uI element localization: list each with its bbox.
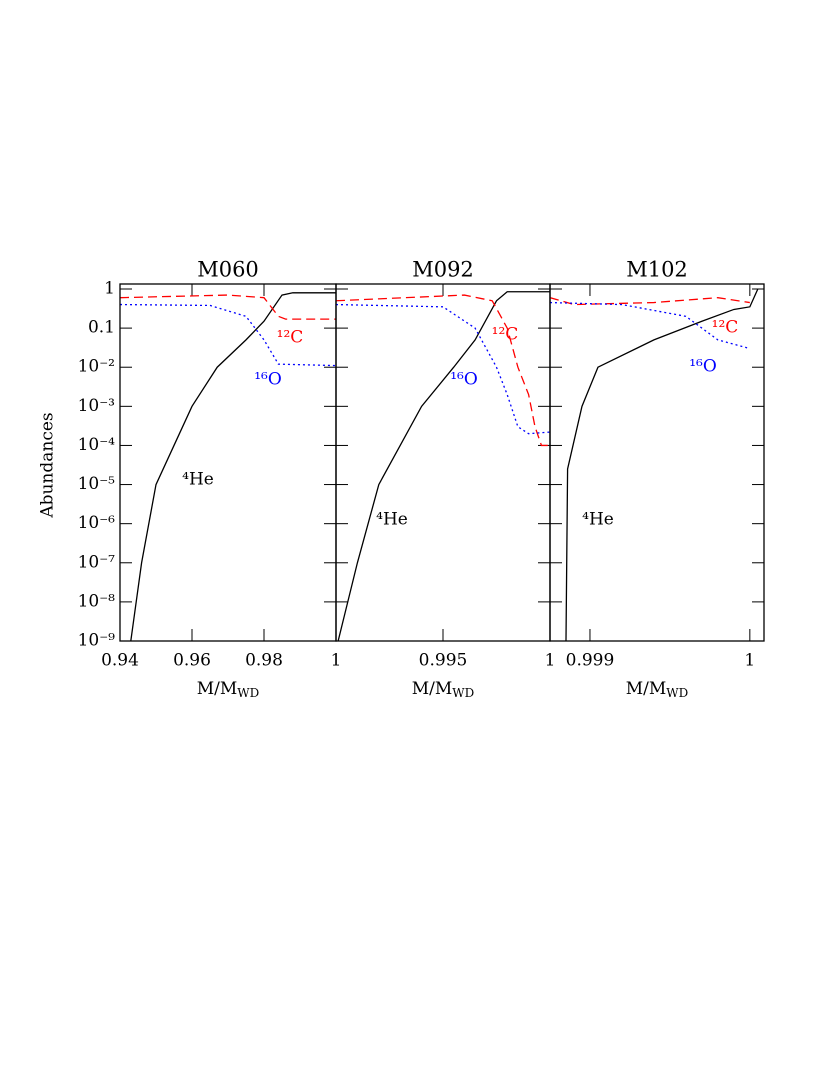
y-tick-label: 10⁻⁹ [78, 631, 116, 651]
series-line [120, 294, 336, 320]
y-tick-label: 10⁻⁷ [78, 552, 116, 572]
x-label-main: M/M [412, 679, 453, 699]
series-line [550, 301, 751, 350]
series-line [120, 303, 336, 367]
series-label: ⁴He [582, 510, 614, 530]
y-tick-label: 10⁻⁵ [78, 474, 116, 494]
y-axis-label: Abundances [38, 412, 58, 518]
y-tick-label: 10⁻² [78, 357, 115, 377]
x-tick-label: 0.96 [173, 651, 211, 671]
y-tick-label: 0.1 [88, 318, 115, 338]
series-label: ⁴He [182, 470, 214, 490]
series-label: ¹⁶O [450, 370, 478, 390]
x-axis-label: M/MWD [412, 679, 475, 700]
y-tick-label: 10⁻⁴ [78, 435, 116, 455]
x-label-main: M/M [626, 679, 667, 699]
x-tick-label: 0.98 [245, 651, 283, 671]
x-tick-label: 1 [545, 651, 556, 671]
panel-title: M102 [626, 258, 688, 282]
plot-frame [119, 283, 337, 642]
series-label: ¹²C [277, 328, 304, 348]
y-tick-label: 10⁻³ [78, 396, 115, 416]
x-tick-label: 1 [331, 651, 342, 671]
x-label-sub: WD [452, 686, 474, 700]
series-label: ¹²C [492, 325, 519, 345]
x-label-sub: WD [666, 686, 688, 700]
series-line [336, 294, 550, 447]
x-tick-label: 0.94 [101, 651, 139, 671]
y-tick-label: 10⁻⁶ [78, 513, 116, 533]
x-tick-label: 0.999 [566, 651, 615, 671]
x-tick-label: 1 [744, 651, 755, 671]
series-label: ⁴He [376, 510, 408, 530]
series-label: ¹⁶O [689, 357, 717, 377]
y-tick-label: 1 [104, 279, 115, 299]
series-label: ¹²C [712, 318, 739, 338]
x-tick-label: 0.995 [419, 651, 468, 671]
series-label: ¹⁶O [254, 370, 282, 390]
x-axis-label: M/MWD [626, 679, 689, 700]
panel-title: M060 [197, 258, 259, 282]
panel-title: M092 [412, 258, 474, 282]
x-label-sub: WD [237, 686, 259, 700]
series-line [550, 297, 750, 306]
series-line [130, 292, 336, 641]
series-line [565, 288, 759, 641]
y-tick-label: 10⁻⁸ [78, 591, 116, 611]
x-label-main: M/M [197, 679, 238, 699]
series-line [337, 291, 550, 641]
plot-frame [549, 283, 765, 642]
x-axis-label: M/MWD [197, 679, 260, 700]
